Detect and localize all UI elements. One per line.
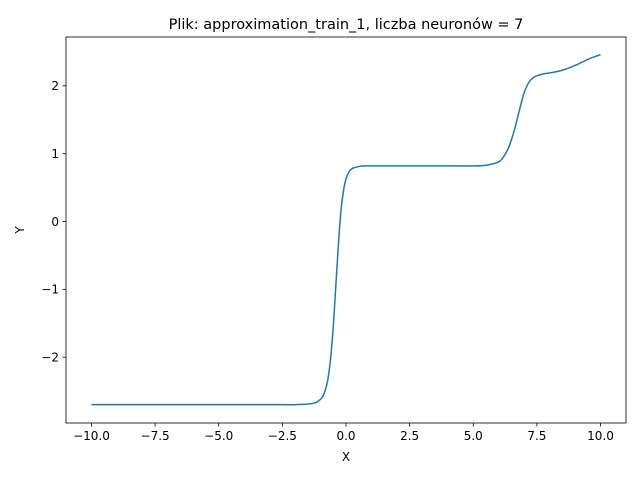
y-tick-label: −1 bbox=[41, 283, 59, 297]
x-axis: −10.0 −7.5 −5.0 −2.5 0.0 2.5 5.0 7.5 10.0 bbox=[73, 423, 614, 443]
x-tick-label: 2.5 bbox=[400, 429, 419, 443]
y-tick-label: 1 bbox=[51, 147, 59, 161]
y-tick-label: 0 bbox=[51, 215, 59, 229]
y-axis-label: Y bbox=[13, 226, 27, 235]
plot-area bbox=[65, 36, 627, 424]
x-tick-label: 7.5 bbox=[527, 429, 546, 443]
axes-background bbox=[66, 37, 626, 423]
y-tick-label: −2 bbox=[41, 350, 59, 364]
chart-title: Plik: approximation_train_1, liczba neur… bbox=[169, 17, 524, 33]
x-tick-label: −5.0 bbox=[204, 429, 233, 443]
y-tick-label: 2 bbox=[51, 79, 59, 93]
x-tick-label: −7.5 bbox=[141, 429, 170, 443]
x-tick-label: 5.0 bbox=[464, 429, 483, 443]
series-line bbox=[91, 53, 601, 406]
series-layer bbox=[91, 53, 601, 406]
y-axis: −2 −1 0 1 2 bbox=[41, 79, 66, 364]
x-tick-label: −10.0 bbox=[73, 429, 110, 443]
x-tick-label: 0.0 bbox=[336, 429, 355, 443]
x-tick-label: 10.0 bbox=[587, 429, 614, 443]
x-tick-label: −2.5 bbox=[268, 429, 297, 443]
x-axis-label: X bbox=[342, 450, 350, 464]
